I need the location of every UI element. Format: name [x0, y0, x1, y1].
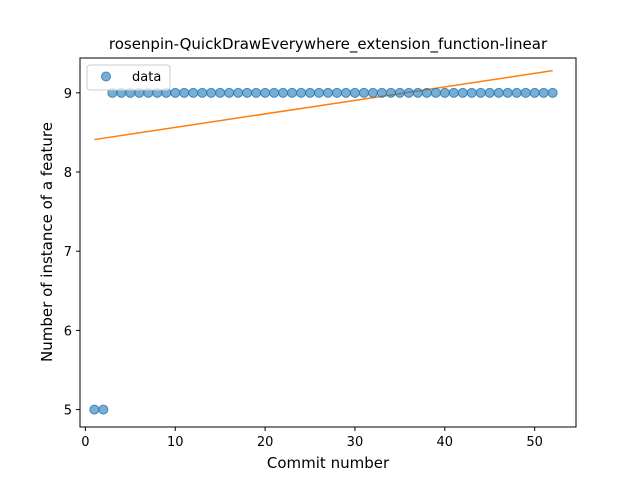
data-point — [170, 87, 181, 98]
data-point — [197, 87, 208, 98]
legend-marker-data — [101, 71, 111, 82]
data-point — [260, 87, 271, 98]
legend-label-data: data — [132, 70, 161, 85]
data-point — [538, 87, 549, 98]
y-tick-label: 5 — [64, 404, 72, 419]
x-tick-label: 50 — [526, 435, 543, 450]
data-point — [520, 87, 531, 98]
y-axis-label: Number of instance of a feature — [38, 122, 56, 362]
x-axis-label: Commit number — [267, 454, 390, 472]
data-point — [233, 87, 244, 98]
data-point — [502, 87, 513, 98]
data-point — [475, 87, 486, 98]
data-point — [278, 87, 289, 98]
data-point — [448, 87, 459, 98]
data-point — [331, 87, 342, 98]
data-point — [376, 87, 387, 98]
legend-box — [86, 64, 171, 91]
data-point — [206, 87, 217, 98]
data-point — [385, 87, 396, 98]
x-tick-label: 0 — [81, 435, 89, 450]
data-point — [394, 87, 405, 98]
data-point — [188, 87, 199, 98]
data-point — [511, 87, 522, 98]
y-tick-label: 8 — [64, 166, 72, 181]
data-point — [340, 87, 351, 98]
data-point — [98, 404, 109, 415]
data-point — [367, 87, 378, 98]
y-tick-label: 6 — [64, 324, 72, 339]
data-point — [457, 87, 468, 98]
data-point — [323, 87, 333, 98]
y-axis: 5 6 7 8 9 — [64, 87, 80, 419]
data-point — [430, 87, 441, 98]
data-point — [403, 87, 414, 98]
x-tick-label: 20 — [257, 435, 274, 450]
chart-title: rosenpin-QuickDrawEverywhere_extension_f… — [109, 35, 548, 54]
x-axis: 0 10 20 30 40 50 — [81, 427, 543, 450]
data-point — [251, 87, 262, 98]
data-point — [412, 87, 423, 98]
data-point — [224, 87, 235, 98]
data-point — [242, 87, 253, 98]
plot-frame — [79, 57, 577, 428]
data-point — [215, 87, 226, 98]
fit-line — [94, 69, 553, 141]
data-point — [493, 87, 504, 98]
data-point — [179, 87, 190, 98]
data-point — [466, 87, 477, 98]
x-tick-label: 30 — [347, 435, 364, 450]
x-tick-label: 40 — [437, 435, 454, 450]
data-point — [358, 87, 369, 98]
data-point — [349, 87, 360, 98]
x-tick-label: 10 — [167, 435, 184, 450]
data-point — [314, 87, 325, 98]
data-point — [529, 87, 540, 98]
data-point — [89, 404, 100, 415]
legend: data — [86, 64, 171, 91]
data-point — [287, 87, 298, 98]
data-point — [547, 87, 558, 98]
data-point — [305, 87, 316, 98]
data-point — [439, 87, 450, 98]
data-point — [296, 87, 307, 98]
data-point — [484, 87, 495, 98]
y-tick-label: 9 — [64, 87, 72, 102]
y-tick-label: 7 — [64, 245, 72, 260]
data-point — [421, 87, 432, 98]
data-point — [269, 87, 280, 98]
